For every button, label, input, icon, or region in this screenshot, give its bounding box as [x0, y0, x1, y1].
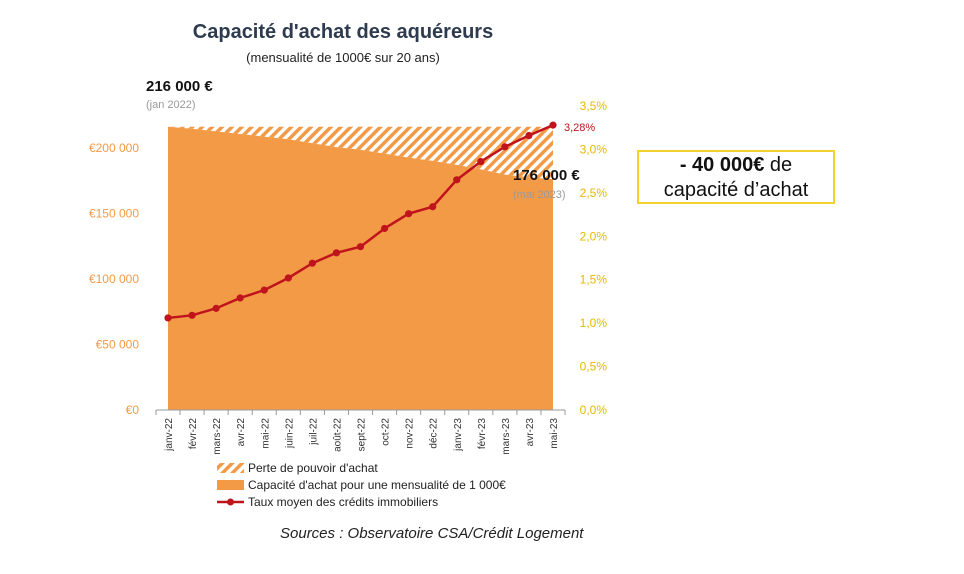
x-tick-label: janv-22 — [164, 418, 175, 452]
rate-point — [164, 314, 172, 322]
legend-label: Perte de pouvoir d'achat — [248, 461, 378, 475]
x-tick-label: mars-23 — [501, 418, 512, 455]
y-left-tick-label: €150 000 — [89, 206, 139, 220]
end-date-label: (mai 2023) — [513, 189, 566, 201]
x-tick-label: avr-23 — [525, 418, 536, 447]
callout-line1: - 40 000€ de — [639, 153, 833, 178]
x-tick-label: sept-22 — [357, 418, 368, 452]
annotations: 216 000 € (jan 2022) 176 000 € (mai 2023… — [146, 78, 595, 201]
series-capacity-area — [168, 126, 553, 411]
x-tick-label: nov-22 — [405, 418, 416, 449]
x-tick-label: févr-22 — [188, 418, 199, 450]
rate-point — [332, 249, 341, 257]
rate-point — [308, 259, 316, 267]
rate-point — [429, 203, 437, 211]
x-tick-label: juin-22 — [284, 418, 295, 449]
axes: janv-22 févr-22 mars-22 avr-22 mai-22 juin-22… — [89, 99, 607, 455]
callout-box: - 40 000€ de capacité d’achat — [637, 150, 835, 204]
legend-label: Taux moyen des crédits immobiliers — [248, 495, 438, 509]
series-loss-area — [168, 126, 553, 180]
rate-point — [212, 304, 220, 312]
chart-title: Capacité d'achat des aquéreurs — [193, 21, 493, 43]
x-tick-label: juil-22 — [308, 418, 319, 446]
x-tick-label: mars-22 — [212, 418, 223, 455]
rate-point — [380, 224, 389, 233]
start-value-label: 216 000 € — [146, 78, 213, 95]
x-tick-label: déc-22 — [429, 418, 440, 449]
end-value-label: 176 000 € — [513, 167, 580, 184]
rate-point — [188, 311, 196, 319]
legend-swatch — [217, 480, 244, 490]
callout-line2: capacité d’achat — [663, 179, 809, 201]
rate-point — [501, 143, 509, 151]
y-right-tick-label: 0,5% — [580, 360, 608, 374]
y-right-tick-label: 2,0% — [580, 229, 608, 243]
legend-swatch — [217, 498, 244, 506]
x-tick-label: août-22 — [332, 418, 343, 452]
y-right-tick-label: 3,0% — [580, 142, 608, 156]
x-tick-label: oct-22 — [381, 418, 392, 446]
rate-point — [405, 210, 413, 218]
rate-point — [453, 176, 461, 184]
y-right-tick-label: 1,0% — [580, 316, 608, 330]
x-tick-label: févr-23 — [477, 418, 488, 450]
y-right-tick-label: 1,5% — [580, 273, 608, 287]
rate-point — [356, 243, 365, 251]
y-right-tick-label: 2,5% — [580, 186, 608, 200]
y-left-tick-label: €50 000 — [96, 337, 140, 351]
x-tick-label: mai-23 — [549, 418, 560, 449]
chart-subtitle: (mensualité de 1000€ sur 20 ans) — [246, 50, 440, 65]
y-left-tick-label: €100 000 — [89, 272, 139, 286]
rate-point — [477, 157, 485, 166]
y-left-tick-label: €200 000 — [89, 141, 139, 155]
rate-point — [236, 294, 244, 302]
x-tick-label: mai-22 — [260, 418, 271, 449]
callout-rest: de — [764, 154, 793, 176]
start-date-label: (jan 2022) — [146, 99, 196, 111]
y-right-tick-label: 3,5% — [580, 99, 608, 113]
rate-point — [549, 121, 557, 129]
callout-bold: - 40 000€ — [679, 154, 765, 176]
legend-swatch — [217, 463, 244, 473]
end-rate-label: 3,28% — [564, 122, 595, 134]
rate-point — [260, 286, 268, 294]
y-left-tick-label: €0 — [126, 403, 140, 417]
source-note: Sources : Observatoire CSA/Crédit Logeme… — [280, 525, 584, 542]
y-right-tick-label: 0,0% — [580, 403, 608, 417]
legend-label: Capacité d'achat pour une mensualité de … — [248, 478, 506, 492]
legend: Perte de pouvoir d'achat Capacité d'achat… — [217, 461, 506, 509]
plot-area — [164, 121, 557, 411]
x-tick-label: janv-23 — [453, 418, 464, 452]
rate-point — [525, 131, 533, 140]
rate-point — [284, 274, 292, 282]
x-tick-label: avr-22 — [236, 418, 247, 447]
